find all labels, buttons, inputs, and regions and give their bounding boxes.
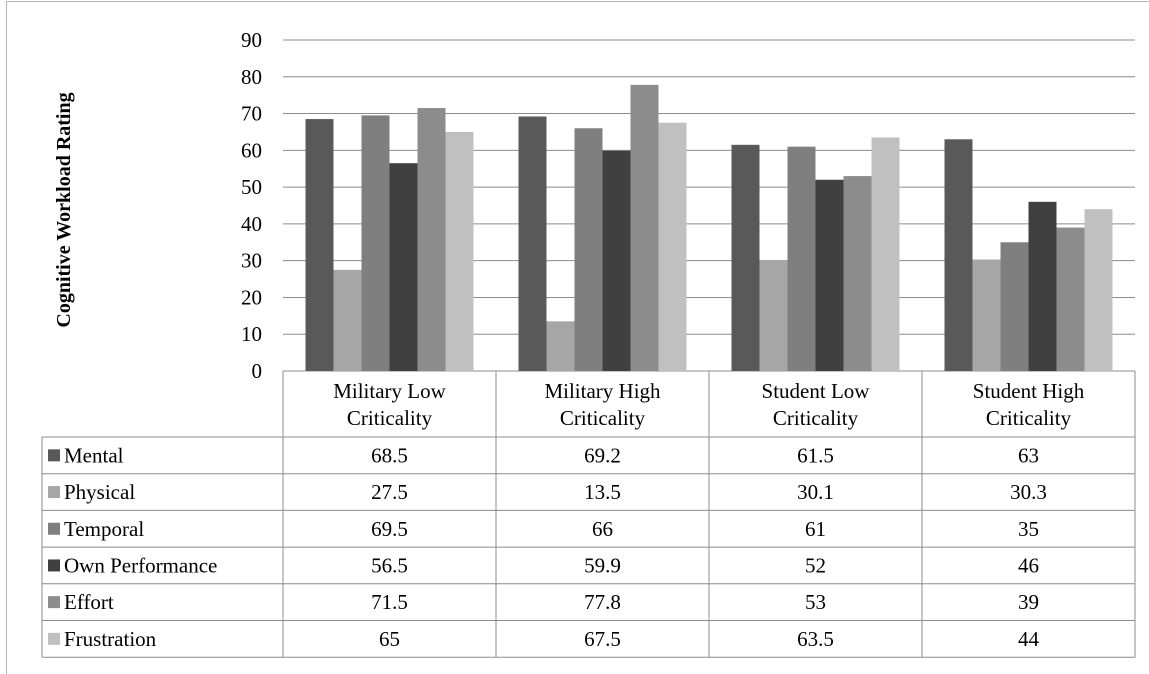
bars bbox=[305, 84, 1113, 372]
legend-swatch-frustration bbox=[48, 632, 60, 645]
category-label: Criticality bbox=[347, 406, 433, 430]
bar-own-performance-1 bbox=[602, 150, 631, 371]
bar-frustration-3 bbox=[1084, 209, 1113, 371]
bar-physical-0 bbox=[333, 269, 362, 371]
y-tick-label: 70 bbox=[241, 102, 262, 126]
legend-label: Own Performance bbox=[64, 553, 217, 577]
table-value: 69.2 bbox=[584, 443, 621, 467]
legend-swatch-temporal bbox=[48, 522, 60, 535]
table-value: 66 bbox=[592, 517, 613, 541]
table-value: 61 bbox=[805, 517, 826, 541]
category-label: Criticality bbox=[560, 406, 646, 430]
bar-mental-3 bbox=[944, 139, 973, 371]
bar-frustration-1 bbox=[658, 122, 687, 371]
table-value: 69.5 bbox=[371, 517, 408, 541]
bar-physical-2 bbox=[759, 260, 788, 371]
category-label: Student Low bbox=[762, 379, 871, 403]
y-tick-label: 10 bbox=[241, 322, 262, 346]
legend-swatch-own-performance bbox=[48, 559, 60, 572]
bar-effort-2 bbox=[843, 176, 872, 371]
bar-physical-1 bbox=[546, 321, 575, 371]
category-label: Student High bbox=[973, 379, 1085, 403]
bar-effort-1 bbox=[630, 84, 659, 371]
bar-physical-3 bbox=[972, 259, 1001, 371]
table-value: 30.3 bbox=[1010, 480, 1047, 504]
category-label: Military Low bbox=[333, 379, 446, 403]
table-value: 71.5 bbox=[371, 590, 408, 614]
legend-swatch-mental bbox=[48, 449, 60, 462]
category-label: Criticality bbox=[773, 406, 859, 430]
table-value: 63.5 bbox=[797, 627, 834, 651]
table-value: 65 bbox=[379, 627, 400, 651]
bar-own-performance-0 bbox=[389, 163, 418, 371]
table-value: 56.5 bbox=[371, 553, 408, 577]
legend-label: Temporal bbox=[64, 517, 144, 541]
data-table: Military Low Criticality Military High Crit… bbox=[41, 371, 1136, 658]
table-value: 27.5 bbox=[371, 480, 408, 504]
table-value: 59.9 bbox=[584, 553, 621, 577]
table-value: 46 bbox=[1018, 553, 1039, 577]
table-value: 68.5 bbox=[371, 443, 408, 467]
table-value: 61.5 bbox=[797, 443, 834, 467]
bar-frustration-0 bbox=[445, 131, 474, 371]
y-tick-labels: 0 10 20 30 40 50 60 70 80 90 bbox=[241, 28, 262, 383]
category-label: Criticality bbox=[986, 406, 1072, 430]
legend-swatch-physical bbox=[48, 486, 60, 499]
table-value: 13.5 bbox=[584, 480, 621, 504]
bar-own-performance-2 bbox=[815, 179, 844, 371]
bar-own-performance-3 bbox=[1028, 201, 1057, 371]
y-axis-label: Cognitive Workload Rating bbox=[53, 92, 75, 327]
table-value: 35 bbox=[1018, 517, 1039, 541]
y-tick-label: 80 bbox=[241, 65, 262, 89]
bar-effort-3 bbox=[1056, 227, 1085, 371]
table-value: 67.5 bbox=[584, 627, 621, 651]
table-value: 53 bbox=[805, 590, 826, 614]
table-value: 63 bbox=[1018, 443, 1039, 467]
bar-mental-0 bbox=[305, 119, 334, 371]
table-value: 77.8 bbox=[584, 590, 621, 614]
y-tick-label: 50 bbox=[241, 175, 262, 199]
bar-effort-0 bbox=[417, 108, 446, 372]
bar-temporal-3 bbox=[1000, 242, 1029, 371]
table-value: 44 bbox=[1018, 627, 1040, 651]
legend-label: Physical bbox=[64, 480, 135, 504]
y-tick-label: 0 bbox=[252, 359, 263, 383]
legend-swatch-effort bbox=[48, 596, 60, 609]
y-tick-label: 20 bbox=[241, 285, 262, 309]
table-value: 39 bbox=[1018, 590, 1039, 614]
bar-temporal-2 bbox=[787, 146, 816, 371]
y-tick-label: 40 bbox=[241, 212, 262, 236]
table-value: 30.1 bbox=[797, 480, 834, 504]
legend-label: Mental bbox=[64, 443, 124, 467]
category-label: Military High bbox=[544, 379, 661, 403]
bar-temporal-0 bbox=[361, 115, 390, 372]
legend-label: Effort bbox=[64, 590, 114, 614]
y-tick-label: 90 bbox=[241, 28, 262, 52]
legend-label: Frustration bbox=[64, 627, 157, 651]
y-tick-label: 60 bbox=[241, 138, 262, 162]
bar-mental-1 bbox=[518, 116, 547, 372]
y-tick-label: 30 bbox=[241, 249, 262, 273]
bar-temporal-1 bbox=[574, 128, 603, 371]
bar-frustration-2 bbox=[871, 137, 900, 371]
table-value: 52 bbox=[805, 553, 826, 577]
bar-mental-2 bbox=[731, 144, 760, 371]
